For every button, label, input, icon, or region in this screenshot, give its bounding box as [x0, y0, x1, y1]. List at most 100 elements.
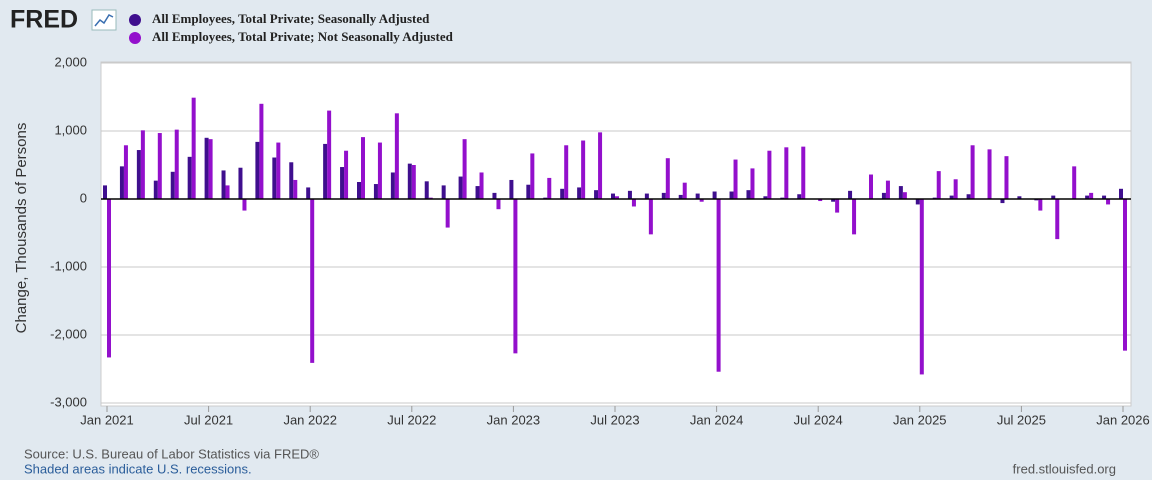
- site[interactable]: fred.stlouisfed.org: [1013, 461, 1116, 476]
- bar: [682, 182, 687, 199]
- bar: [475, 186, 480, 199]
- bar: [390, 172, 395, 199]
- bar: [848, 190, 853, 199]
- bar: [716, 199, 721, 372]
- bar: [665, 158, 670, 199]
- bar: [509, 179, 514, 199]
- bar: [1102, 195, 1107, 199]
- note[interactable]: Shaded areas indicate U.S. recessions.: [24, 461, 252, 476]
- bar: [394, 113, 399, 199]
- legend-marker: [129, 32, 141, 44]
- bar: [577, 187, 582, 199]
- x-tick-label: Jul 2022: [387, 412, 436, 427]
- bar: [729, 191, 734, 199]
- bar: [272, 157, 277, 199]
- bar: [733, 159, 738, 199]
- bar: [344, 150, 349, 199]
- bar: [411, 165, 416, 199]
- bar: [615, 196, 619, 199]
- bar: [119, 166, 124, 199]
- bar: [373, 184, 378, 199]
- bar: [136, 150, 141, 199]
- y-tick-label: 2,000: [54, 54, 87, 69]
- bar: [170, 171, 175, 199]
- x-tick-label: Jul 2024: [794, 412, 843, 427]
- bar: [631, 199, 636, 207]
- x-tick-label: Jul 2021: [184, 412, 233, 427]
- bar: [767, 150, 772, 199]
- plot-area: [100, 61, 1132, 407]
- bar: [123, 145, 128, 199]
- bar: [407, 163, 412, 199]
- bar: [221, 170, 226, 199]
- bar: [835, 199, 840, 213]
- bar: [327, 110, 332, 199]
- bar: [644, 193, 649, 199]
- legend-marker: [129, 14, 141, 26]
- bar: [1106, 199, 1111, 205]
- bar: [936, 171, 941, 199]
- bar: [648, 199, 653, 235]
- legend-label: All Employees, Total Private; Not Season…: [152, 29, 454, 44]
- bar: [492, 192, 497, 199]
- y-tick-label: -1,000: [50, 258, 87, 273]
- bar: [1123, 199, 1127, 351]
- bar: [966, 194, 971, 199]
- bar: [1051, 195, 1056, 199]
- bar: [763, 196, 768, 199]
- x-tick-label: Jan 2024: [690, 412, 744, 427]
- x-tick-label: Jan 2021: [80, 412, 134, 427]
- bar: [801, 146, 806, 199]
- y-tick-label: -2,000: [50, 326, 87, 341]
- bar: [560, 188, 565, 199]
- bar: [259, 103, 264, 199]
- bar: [750, 168, 755, 199]
- bar: [462, 139, 467, 199]
- bar: [1072, 166, 1077, 199]
- bar: [970, 145, 975, 199]
- bar: [496, 199, 501, 210]
- bar: [1089, 192, 1094, 199]
- bar: [289, 162, 294, 199]
- bar: [107, 199, 111, 358]
- bar: [1119, 188, 1123, 199]
- bar: [885, 180, 890, 199]
- bar: [526, 184, 531, 199]
- x-tick-label: Jul 2025: [997, 412, 1046, 427]
- bar: [361, 137, 365, 199]
- bar: [187, 156, 192, 199]
- bar: [441, 185, 446, 199]
- bar: [581, 140, 586, 199]
- bar: [564, 145, 569, 199]
- bar: [746, 190, 751, 199]
- bar: [1004, 156, 1009, 199]
- bar: [915, 199, 920, 205]
- bar: [987, 149, 992, 199]
- bar: [678, 194, 683, 199]
- logo-icon: [91, 9, 117, 31]
- y-axis-label: Change, Thousands of Persons: [13, 123, 30, 334]
- y-tick-label: 0: [80, 190, 87, 205]
- bar: [255, 141, 260, 199]
- source: Source: U.S. Bureau of Labor Statistics …: [24, 446, 319, 461]
- bar: [204, 137, 209, 199]
- bar: [611, 193, 615, 199]
- y-tick-label: 1,000: [54, 122, 87, 137]
- bar: [276, 142, 281, 199]
- bar: [1017, 196, 1022, 199]
- x-tick-label: Jan 2025: [893, 412, 947, 427]
- bar: [869, 174, 873, 199]
- bar: [949, 195, 954, 199]
- bar: [513, 199, 518, 354]
- bar: [357, 182, 361, 199]
- bar: [530, 153, 535, 199]
- bar: [458, 176, 463, 199]
- bar: [898, 186, 903, 199]
- logo[interactable]: FRED: [10, 6, 78, 34]
- bar: [919, 199, 924, 375]
- bar: [695, 193, 700, 199]
- bar: [1038, 199, 1043, 211]
- bar: [340, 167, 345, 199]
- bar: [881, 192, 886, 199]
- bar: [445, 199, 450, 228]
